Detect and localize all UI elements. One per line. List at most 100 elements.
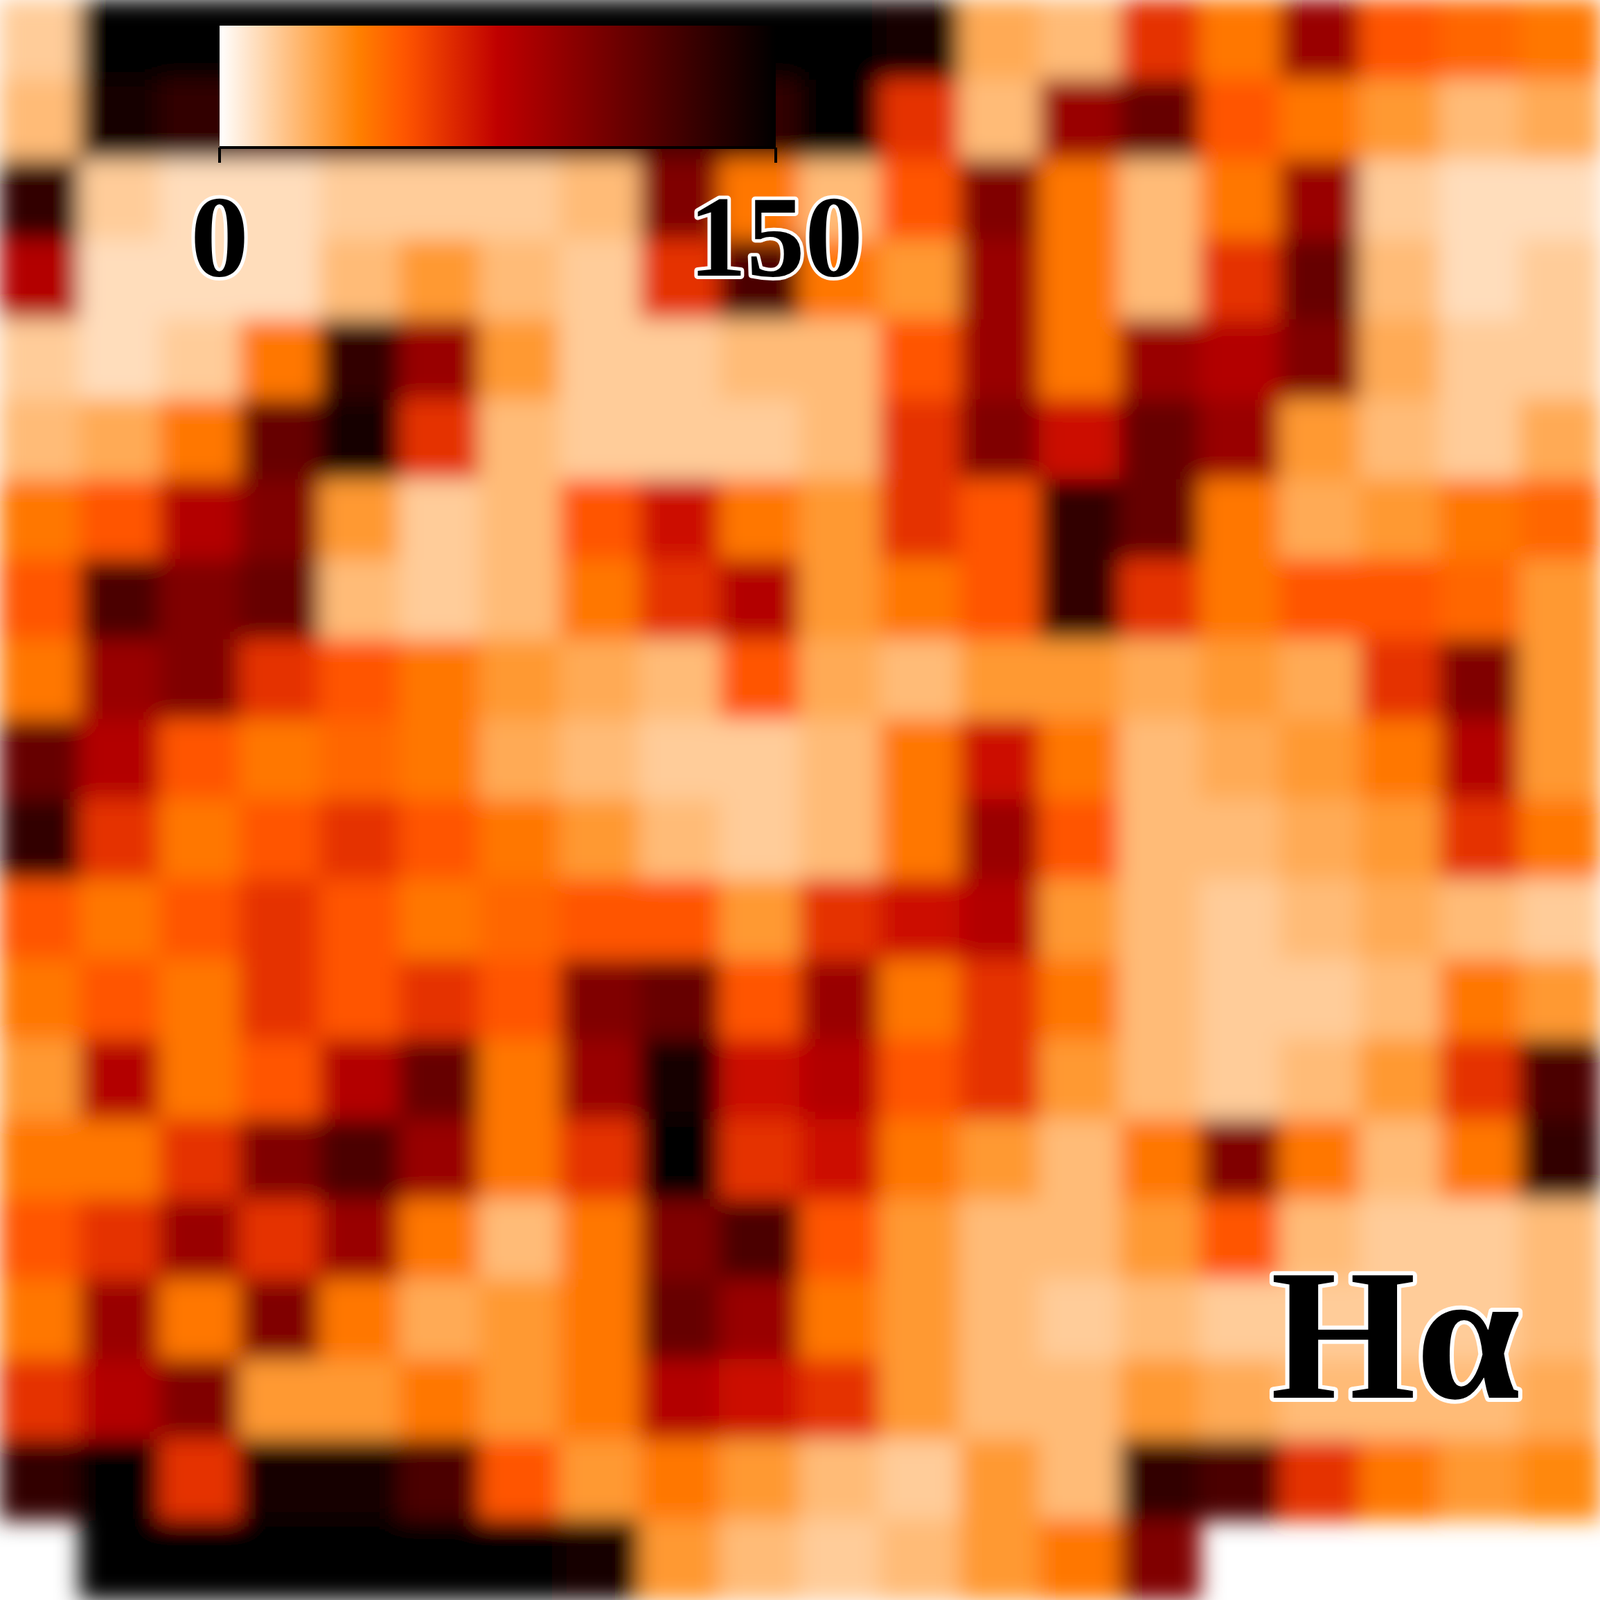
cell xyxy=(1359,639,1442,722)
cell xyxy=(239,959,322,1042)
cell xyxy=(239,799,322,882)
cell xyxy=(559,399,642,482)
cell xyxy=(799,719,882,802)
cell xyxy=(1359,559,1442,642)
cell xyxy=(1519,1439,1600,1522)
cell xyxy=(1279,0,1362,82)
cell xyxy=(479,959,562,1042)
cell xyxy=(799,959,882,1042)
cell xyxy=(1039,159,1122,242)
cell xyxy=(319,1359,402,1442)
cell xyxy=(319,639,402,722)
cell xyxy=(799,319,882,402)
cell xyxy=(1039,239,1122,322)
cell xyxy=(399,559,482,642)
cell xyxy=(1439,559,1522,642)
cell xyxy=(79,639,162,722)
cell xyxy=(719,399,802,482)
cell xyxy=(1279,1039,1362,1122)
cell xyxy=(879,639,962,722)
cell xyxy=(479,1439,562,1522)
cell xyxy=(879,0,962,82)
cell xyxy=(959,319,1042,402)
cell xyxy=(1439,1439,1522,1522)
cell xyxy=(799,479,882,562)
cell xyxy=(1359,879,1442,962)
cell xyxy=(1279,959,1362,1042)
heatmap-layer xyxy=(0,0,1600,1600)
cell xyxy=(1119,1039,1202,1122)
cell xyxy=(0,559,82,642)
cell xyxy=(479,799,562,882)
cell xyxy=(1039,399,1122,482)
cell xyxy=(1279,479,1362,562)
cell xyxy=(1119,399,1202,482)
cell xyxy=(159,399,242,482)
cell xyxy=(1519,399,1600,482)
cell xyxy=(0,1199,82,1282)
cell xyxy=(1119,479,1202,562)
cell xyxy=(159,1279,242,1362)
cell xyxy=(879,559,962,642)
cell xyxy=(0,0,82,82)
annotation: Hα xyxy=(1270,1230,1522,1438)
colorbar-tick xyxy=(218,147,221,163)
cell xyxy=(719,479,802,562)
cell xyxy=(879,879,962,962)
cell xyxy=(799,1199,882,1282)
cell xyxy=(0,1039,82,1122)
cell xyxy=(239,399,322,482)
cell xyxy=(399,319,482,402)
cell xyxy=(959,239,1042,322)
cell xyxy=(1119,319,1202,402)
cell xyxy=(639,639,722,722)
cell xyxy=(1359,719,1442,802)
cell xyxy=(639,799,722,882)
cell xyxy=(159,639,242,722)
cell xyxy=(959,0,1042,82)
cell xyxy=(1279,719,1362,802)
cell xyxy=(879,1279,962,1362)
cell xyxy=(319,879,402,962)
cell xyxy=(479,639,562,722)
cell xyxy=(1439,399,1522,482)
cell xyxy=(1039,1439,1122,1522)
cell xyxy=(239,479,322,562)
cell xyxy=(1039,1039,1122,1122)
cell xyxy=(559,239,642,322)
cell xyxy=(1359,0,1442,82)
cell xyxy=(559,959,642,1042)
cell xyxy=(1519,879,1600,962)
cell xyxy=(319,1119,402,1202)
cell xyxy=(479,399,562,482)
cell xyxy=(639,319,722,402)
cell xyxy=(1519,479,1600,562)
cell xyxy=(1439,479,1522,562)
cell xyxy=(239,879,322,962)
cell xyxy=(1359,959,1442,1042)
cell xyxy=(719,1359,802,1442)
cell xyxy=(1279,559,1362,642)
cell xyxy=(1519,0,1600,82)
cell xyxy=(0,879,82,962)
cell xyxy=(559,799,642,882)
cell xyxy=(799,1279,882,1362)
cell xyxy=(1199,1359,1282,1442)
cell xyxy=(719,1119,802,1202)
cell xyxy=(879,239,962,322)
cell xyxy=(799,559,882,642)
cell xyxy=(239,1359,322,1442)
cell xyxy=(559,1279,642,1362)
cell xyxy=(319,719,402,802)
cell xyxy=(1119,1439,1202,1522)
cell xyxy=(559,1119,642,1202)
cell xyxy=(1119,1359,1202,1442)
cell xyxy=(1439,319,1522,402)
cell xyxy=(479,319,562,402)
cell xyxy=(399,639,482,722)
cell xyxy=(1519,319,1600,402)
cell xyxy=(559,559,642,642)
cell xyxy=(559,479,642,562)
cell xyxy=(1039,879,1122,962)
cell xyxy=(1439,239,1522,322)
